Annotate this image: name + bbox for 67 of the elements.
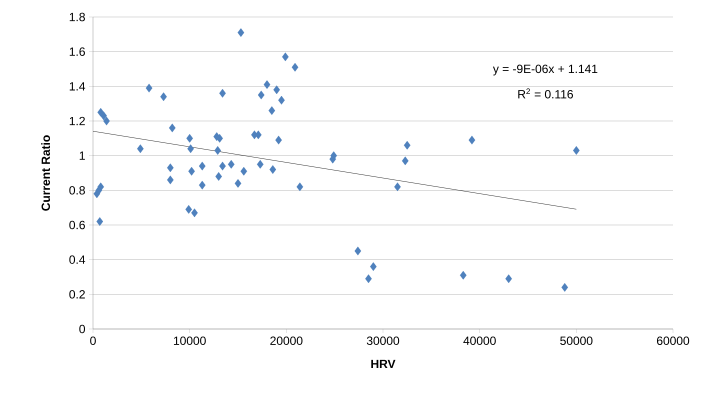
point: [168, 124, 176, 132]
y-tick-label: 1.2: [70, 116, 85, 126]
point: [278, 96, 285, 105]
point: [269, 165, 276, 174]
annotation: R$^{2}$ = 0.116: [518, 88, 573, 98]
point: [268, 106, 276, 115]
y-axis-title: Current Ratio: [41, 135, 50, 211]
y-tick-label: 0.2: [69, 290, 85, 299]
point: [256, 160, 264, 169]
y-tick-label: 1.4: [70, 82, 86, 90]
point: [275, 136, 282, 144]
y-tick-label: 0.8: [69, 186, 85, 195]
point: [273, 85, 280, 94]
y-tick-label: 0: [79, 324, 86, 334]
point: [354, 246, 362, 256]
point: [394, 182, 401, 192]
point: [214, 146, 222, 155]
y-tick-label: 1.8: [70, 12, 85, 22]
point: [234, 179, 242, 188]
point: [282, 52, 289, 62]
point: [404, 140, 411, 150]
x-tick-label: 10000: [174, 336, 206, 345]
y-tick-label: 1: [80, 152, 85, 160]
point: [198, 162, 206, 170]
point: [296, 182, 304, 192]
y-tick-label: 0.6: [69, 220, 85, 230]
point: [187, 144, 194, 154]
x-tick-label: 50000: [560, 336, 592, 345]
point: [198, 180, 206, 190]
x-tick-label: 40000: [463, 336, 496, 345]
point: [573, 146, 580, 155]
annotation: y = -9E-06x + 1.141: [492, 64, 598, 76]
x-tick-label: 20000: [270, 336, 302, 345]
point: [219, 162, 226, 170]
point: [103, 116, 110, 126]
point: [258, 90, 265, 100]
point: [166, 163, 174, 172]
point: [292, 62, 298, 72]
point: [468, 136, 476, 144]
point: [561, 283, 568, 292]
point: [264, 80, 270, 89]
point: [365, 274, 372, 284]
point: [505, 274, 512, 284]
y-tick-label: 0.4: [69, 255, 86, 264]
point: [166, 176, 174, 184]
point: [215, 172, 222, 181]
point: [228, 160, 235, 169]
point: [219, 88, 226, 98]
y-tick-label: 1.6: [70, 47, 85, 56]
point: [238, 28, 244, 37]
point: [460, 270, 467, 280]
x-tick-label: 30000: [366, 336, 400, 345]
point: [137, 144, 144, 154]
point: [160, 92, 167, 102]
point: [240, 166, 248, 176]
x-axis-title: HRV: [371, 360, 396, 368]
x-tick-label: 60000: [656, 336, 690, 345]
point: [96, 217, 104, 226]
point: [188, 166, 195, 176]
point: [100, 111, 107, 120]
point: [186, 134, 194, 143]
point: [146, 84, 152, 92]
point: [185, 205, 192, 214]
point: [370, 262, 377, 271]
x-tick-label: 0: [90, 336, 96, 345]
point: [191, 208, 198, 218]
point: [402, 156, 409, 166]
